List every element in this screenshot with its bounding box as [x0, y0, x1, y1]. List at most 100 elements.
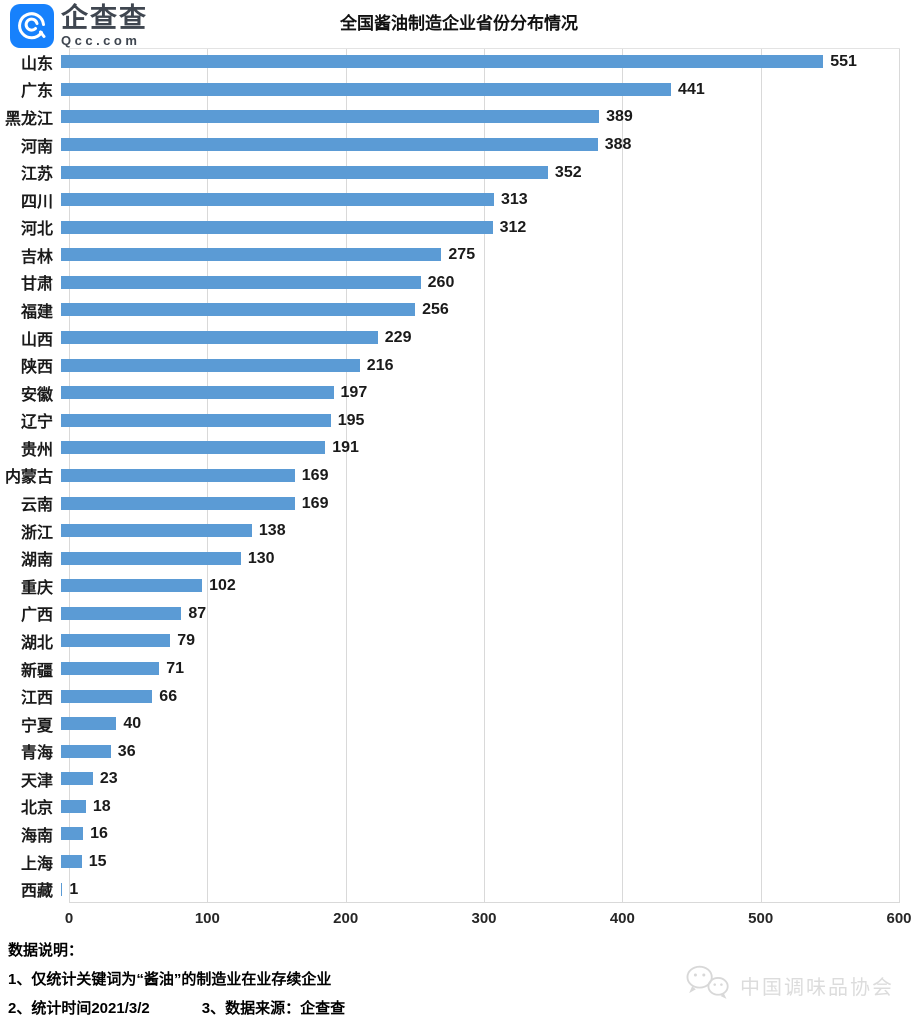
bar [61, 275, 421, 289]
x-tick-label: 600 [886, 910, 912, 927]
chart-row: 北京 18 [0, 793, 918, 821]
bar [61, 441, 326, 455]
chart-row: 江苏 352 [0, 158, 918, 186]
value-label: 260 [427, 273, 455, 291]
value-label: 79 [177, 632, 196, 650]
bar-track: 312 [61, 219, 918, 235]
bar-track: 197 [61, 385, 918, 401]
chart-row: 河北 312 [0, 213, 918, 241]
bar-track: 169 [61, 466, 918, 484]
value-label: 191 [332, 439, 359, 457]
chart-row: 天津 23 [0, 765, 918, 793]
bar [61, 551, 241, 565]
bar [61, 303, 416, 317]
bar [61, 138, 598, 152]
value-label: 229 [384, 329, 412, 347]
chart-row: 四川 313 [0, 186, 918, 214]
bar-track: 40 [61, 715, 918, 733]
notes-line2-3: 2、统计时间2021/3/2 3、数据来源：企查查 [8, 994, 345, 1023]
bar [61, 358, 360, 372]
chart-row: 辽宁 195 [0, 407, 918, 435]
chart-row: 甘肃 260 [0, 269, 918, 297]
chart-row: 山西 229 [0, 324, 918, 352]
chart-row: 浙江 138 [0, 517, 918, 545]
value-label: 36 [117, 742, 136, 760]
watermark: 中国调味品协会 [682, 962, 894, 1009]
value-label: 71 [166, 660, 184, 677]
bar [61, 579, 203, 593]
bar-track: 191 [61, 439, 918, 457]
bar [61, 413, 331, 427]
qcc-logo-name: 企查查 [61, 3, 148, 33]
notes-line1: 1、仅统计关键词为“酱油”的制造业在业存续企业 [8, 971, 332, 988]
category-label: 辽宁 [20, 414, 53, 432]
chart-row: 广东 441 [0, 76, 918, 104]
value-label: 352 [554, 163, 582, 181]
bar [61, 524, 252, 538]
value-label: 389 [606, 108, 633, 126]
category-label: 四川 [20, 193, 53, 211]
bar-track: 36 [61, 742, 918, 760]
gridline [622, 49, 624, 902]
chart-row: 湖南 130 [0, 544, 918, 572]
value-label: 388 [604, 136, 632, 154]
watermark-text: 中国调味品协会 [740, 977, 894, 999]
category-label: 陕西 [20, 359, 53, 377]
bar-track: 16 [61, 826, 918, 842]
bar-track: 23 [61, 771, 918, 787]
notes-heading: 数据说明： [8, 942, 84, 959]
bar [61, 331, 378, 345]
bar-track: 15 [61, 854, 918, 870]
value-label: 87 [188, 604, 207, 622]
bar-rows: 山东 551 广东 441 黑龙江 389 河南 388 江苏 352 四川 313 河北 312 吉林 27… [0, 48, 918, 903]
bar-chart: 山东 551 广东 441 黑龙江 389 河南 388 江苏 352 四川 313 河北 312 吉林 27… [0, 48, 918, 903]
value-label: 169 [301, 466, 329, 484]
category-label: 广东 [20, 83, 53, 101]
gridline [760, 49, 762, 902]
category-label: 天津 [20, 772, 53, 790]
category-label: 贵州 [20, 441, 53, 459]
gridline [345, 49, 347, 902]
category-label: 福建 [20, 303, 53, 321]
bar [61, 855, 82, 869]
bar-track: 18 [61, 798, 918, 814]
bar-track: 313 [61, 192, 918, 208]
chart-row: 黑龙江 389 [0, 103, 918, 131]
value-label: 40 [123, 715, 142, 733]
bar-track: 216 [61, 356, 918, 374]
qcc-logo-subtitle: Qcc.com [61, 33, 141, 48]
chart-row: 青海 36 [0, 737, 918, 765]
bar-track: 102 [61, 578, 918, 594]
chart-row: 内蒙古 169 [0, 462, 918, 490]
category-label: 广西 [20, 607, 53, 625]
bar-track: 130 [61, 550, 918, 566]
value-label: 441 [678, 80, 705, 98]
bar [61, 82, 672, 96]
category-label: 河北 [20, 221, 53, 239]
value-label: 195 [337, 411, 365, 429]
qcc-logo-icon [10, 4, 54, 48]
bar [61, 772, 93, 786]
x-tick-label: 500 [748, 910, 774, 927]
value-label: 138 [258, 522, 286, 540]
bar-track: 275 [61, 247, 918, 263]
bar-track: 260 [61, 273, 918, 291]
bar [61, 634, 171, 648]
chart-row: 湖北 79 [0, 627, 918, 655]
bar [61, 496, 295, 510]
category-label: 海南 [20, 827, 53, 845]
value-label: 216 [366, 356, 394, 374]
bar [61, 799, 86, 813]
chart-row: 广西 87 [0, 600, 918, 628]
value-label: 551 [830, 53, 857, 71]
category-label: 黑龙江 [4, 110, 53, 128]
x-tick-label: 400 [609, 910, 635, 927]
bar [61, 468, 295, 482]
bar-track: 71 [61, 660, 918, 677]
category-label: 宁夏 [20, 717, 53, 735]
bar-track: 66 [61, 688, 918, 704]
bar-track: 441 [61, 80, 918, 98]
x-axis: 0 100 200 300 400 500 600 [0, 903, 918, 933]
chart-row: 江西 66 [0, 682, 918, 710]
